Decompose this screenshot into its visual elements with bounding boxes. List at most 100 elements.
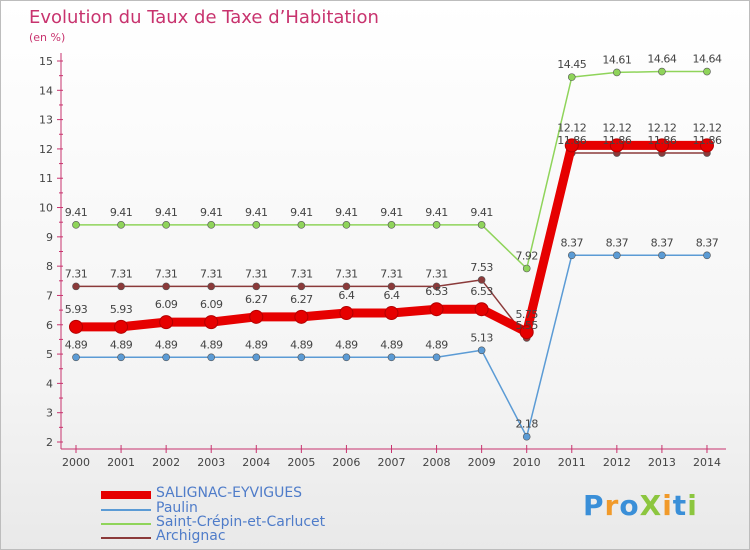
data-label: 8.37 <box>561 236 584 249</box>
data-point <box>564 138 579 153</box>
data-point <box>384 306 399 321</box>
data-point <box>703 67 711 76</box>
data-label: 7.31 <box>335 267 358 280</box>
data-label: 11.86 <box>602 134 631 147</box>
data-point <box>252 221 261 229</box>
data-label: 5.13 <box>470 331 493 344</box>
data-point <box>342 221 351 229</box>
data-label: 5.75 <box>515 308 538 321</box>
x-tick-label: 2011 <box>558 456 586 469</box>
data-label: 6.09 <box>155 298 178 311</box>
data-point <box>249 309 264 324</box>
data-label: 9.41 <box>290 206 313 219</box>
data-label: 5.55 <box>515 319 538 332</box>
chart-title: Evolution du Taux de Taxe d’Habitation <box>29 7 379 28</box>
data-label: 9.41 <box>470 206 493 219</box>
data-label: 4.89 <box>335 338 358 351</box>
data-label: 6.53 <box>425 285 448 298</box>
x-tick-label: 2002 <box>152 456 180 469</box>
data-label: 4.89 <box>65 338 88 351</box>
data-point <box>522 264 531 273</box>
data-point <box>117 353 125 362</box>
y-tick-label: 8 <box>46 260 53 273</box>
data-label: 9.41 <box>245 206 268 219</box>
data-label: 6.27 <box>245 293 268 306</box>
data-label: 12.12 <box>602 121 631 134</box>
y-tick-label: 9 <box>46 231 53 244</box>
x-tick-label: 2013 <box>648 456 676 469</box>
x-tick-label: 2014 <box>693 456 721 469</box>
data-label: 4.89 <box>155 338 178 351</box>
data-point <box>72 221 80 229</box>
data-point <box>519 325 534 340</box>
data-point <box>567 251 576 260</box>
data-label: 7.53 <box>470 261 493 274</box>
x-tick-label: 2003 <box>197 456 225 469</box>
data-label: 7.31 <box>245 267 268 280</box>
legend-label-salignac: SALIGNAC-EYVIGUES <box>156 485 303 501</box>
data-point <box>342 353 351 362</box>
y-tick-label: 11 <box>39 172 53 185</box>
x-tick-label: 2007 <box>377 456 405 469</box>
data-point <box>703 251 711 260</box>
data-point <box>159 315 174 330</box>
data-point <box>252 282 261 291</box>
data-point <box>207 353 216 362</box>
data-label: 9.41 <box>425 206 448 219</box>
data-point <box>117 282 125 291</box>
data-point <box>114 319 129 334</box>
data-label: 4.89 <box>200 338 223 351</box>
data-label: 6.53 <box>470 285 493 298</box>
data-point <box>477 221 486 229</box>
data-point <box>387 221 396 229</box>
data-label: 7.31 <box>290 267 313 280</box>
data-label: 8.37 <box>651 236 674 249</box>
data-point <box>477 276 486 284</box>
data-label: 6.4 <box>338 289 354 302</box>
data-label: 7.31 <box>155 267 178 280</box>
data-label: 12.12 <box>557 121 586 134</box>
data-point <box>162 353 170 362</box>
data-point <box>609 138 624 153</box>
y-tick-label: 15 <box>39 55 53 68</box>
x-tick-label: 2004 <box>242 456 270 469</box>
legend-label-saint-crepin: Saint-Crépin-et-Carlucet <box>156 514 326 530</box>
x-tick-label: 2001 <box>107 456 135 469</box>
data-label: 7.31 <box>200 267 223 280</box>
data-label: 9.41 <box>110 206 133 219</box>
data-point <box>429 302 444 317</box>
data-point <box>522 432 531 441</box>
data-point <box>294 309 309 324</box>
y-tick-label: 10 <box>39 202 53 215</box>
data-point <box>613 68 621 77</box>
data-label: 5.93 <box>65 303 88 316</box>
y-tick-label: 5 <box>46 348 53 361</box>
data-point <box>204 315 219 330</box>
data-label: 7.31 <box>65 267 88 280</box>
chart-subtitle: (en %) <box>29 31 66 44</box>
data-label: 4.89 <box>245 338 268 351</box>
data-label: 14.64 <box>647 53 676 66</box>
data-point <box>387 282 396 291</box>
data-point <box>297 353 306 362</box>
data-point <box>297 282 306 291</box>
data-label: 6.27 <box>290 293 313 306</box>
data-label: 9.41 <box>380 206 403 219</box>
data-label: 5.93 <box>110 303 133 316</box>
data-point <box>474 302 489 317</box>
data-point <box>297 221 306 229</box>
data-point <box>207 221 216 229</box>
data-label: 11.86 <box>557 134 586 147</box>
y-tick-label: 7 <box>46 289 53 302</box>
legend-swatch-archignac <box>101 537 151 539</box>
data-label: 9.41 <box>335 206 358 219</box>
data-point <box>432 282 441 291</box>
data-label: 7.92 <box>515 249 538 262</box>
data-label: 12.12 <box>647 121 676 134</box>
data-label: 14.64 <box>692 53 721 66</box>
data-point <box>72 353 80 362</box>
data-point <box>207 282 216 291</box>
legend-swatch-paulin <box>101 509 151 511</box>
